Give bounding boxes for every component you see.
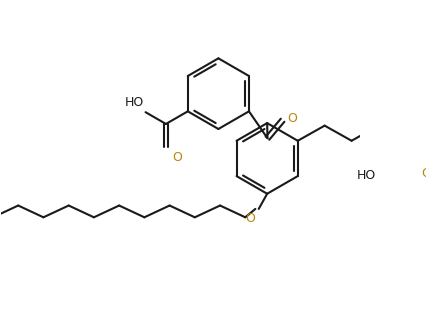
Text: O: O: [288, 112, 297, 125]
Text: O: O: [421, 167, 426, 180]
Text: O: O: [173, 151, 182, 164]
Text: HO: HO: [357, 169, 377, 182]
Text: HO: HO: [125, 96, 144, 109]
Text: O: O: [245, 212, 255, 225]
